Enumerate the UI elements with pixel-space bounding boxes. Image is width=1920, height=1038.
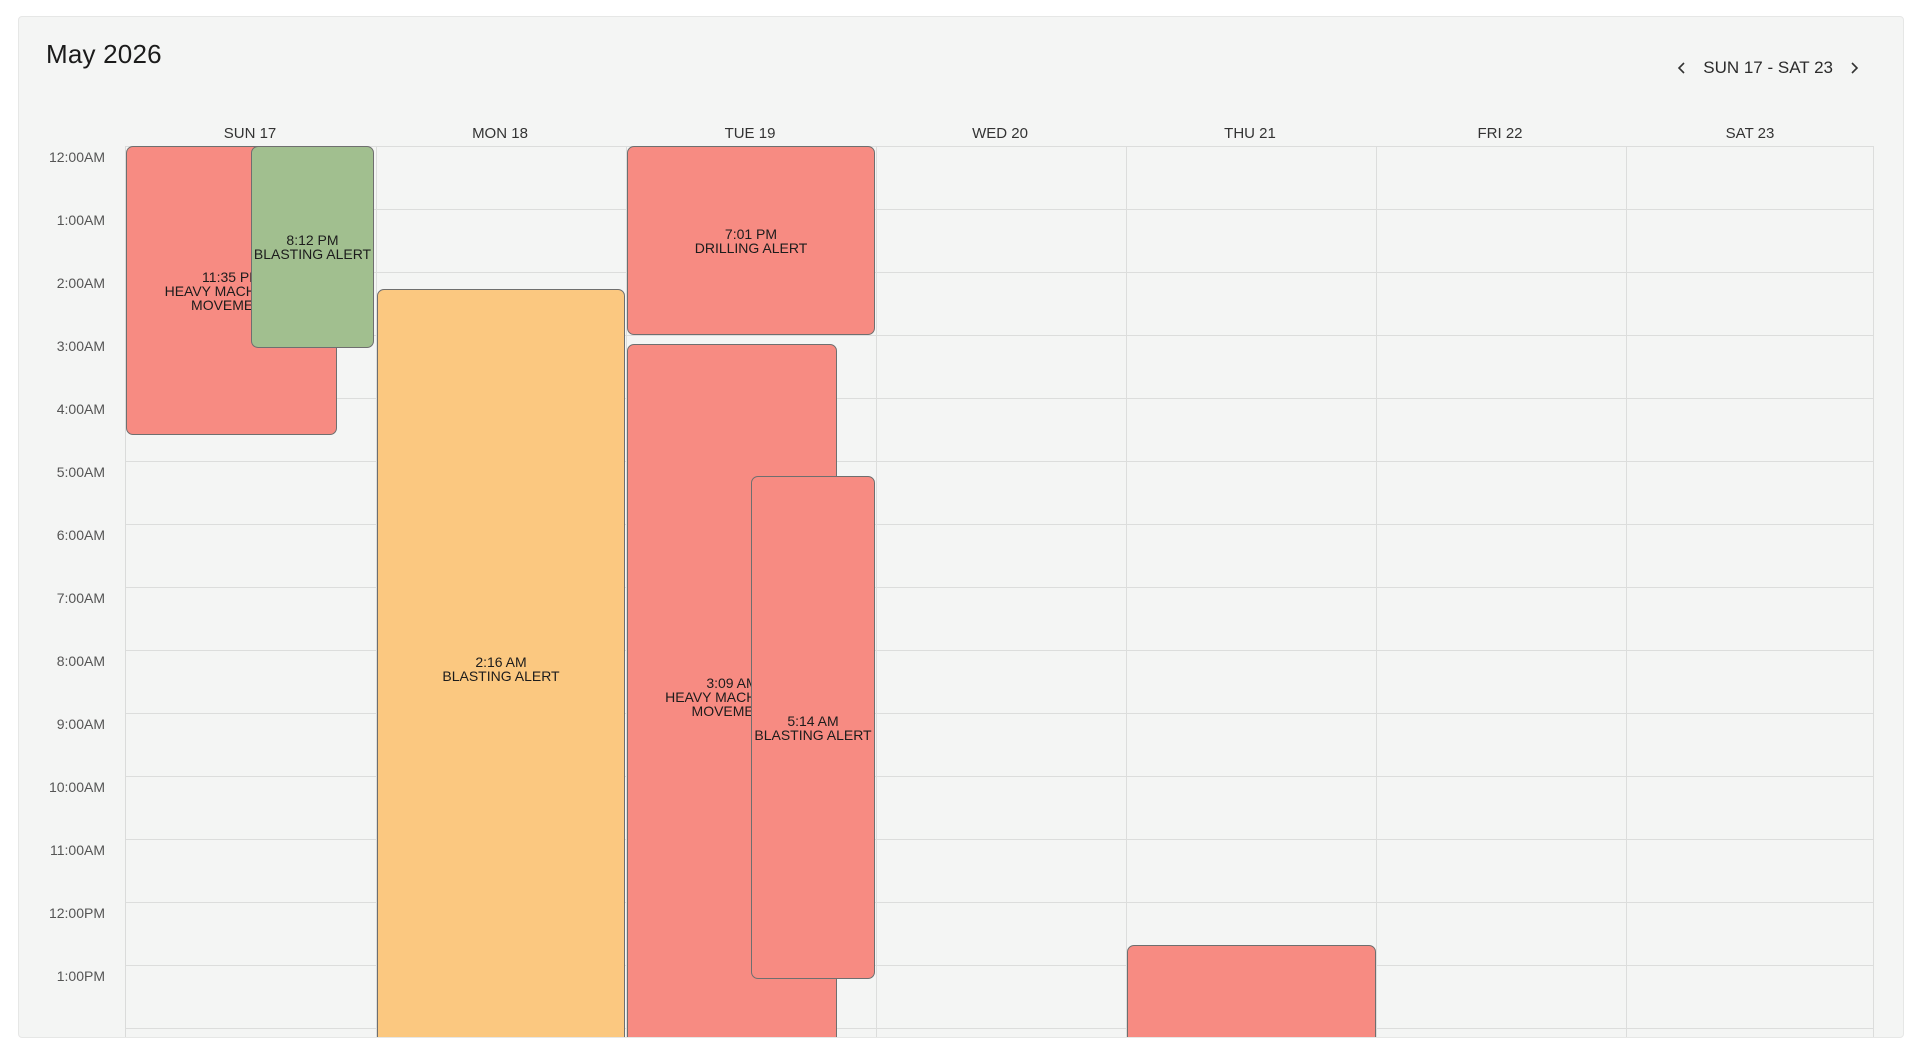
time-label: 6:00AM bbox=[56, 527, 105, 543]
event-time: 8:12 PM bbox=[286, 232, 339, 248]
hour-line bbox=[126, 587, 1874, 588]
week-grid[interactable]: 11:35 PM HEAVY MACHINERY MOVEMENT 8:12 P… bbox=[125, 146, 1874, 1037]
time-label: 7:00AM bbox=[56, 590, 105, 606]
week-range-label: SUN 17 - SAT 23 bbox=[1703, 58, 1833, 77]
event-blasting-alert-tue[interactable]: 5:14 AM BLASTING ALERT bbox=[751, 476, 875, 979]
time-label: 9:00AM bbox=[56, 716, 105, 732]
hour-line bbox=[126, 839, 1874, 840]
chevron-left-icon[interactable] bbox=[1669, 55, 1695, 81]
event-label: BLASTING ALERT bbox=[253, 246, 372, 262]
day-header-mon: MON 18 bbox=[472, 125, 528, 142]
time-label: 1:00AM bbox=[56, 212, 105, 228]
event-label: DRILLING ALERT bbox=[694, 239, 808, 256]
hour-line bbox=[126, 272, 1874, 273]
day-header-wed: WED 20 bbox=[972, 125, 1028, 142]
event-time: 7:01 PM bbox=[724, 225, 778, 242]
day-divider bbox=[626, 146, 627, 1037]
event-time: 2:16 AM bbox=[475, 654, 527, 670]
time-label: 4:00AM bbox=[56, 401, 105, 417]
hour-line bbox=[126, 965, 1874, 966]
time-label: 12:00AM bbox=[48, 149, 105, 165]
hour-line bbox=[126, 1028, 1874, 1029]
day-header-thu: THU 21 bbox=[1224, 125, 1276, 142]
hour-line bbox=[126, 776, 1874, 777]
time-label: 2:00AM bbox=[56, 275, 105, 291]
calendar-panel: May 2026 SUN 17 - SAT 23 SUN 17 MON 18 T… bbox=[18, 16, 1904, 1038]
time-label: 5:00AM bbox=[56, 464, 105, 480]
event-time: 3:09 AM bbox=[706, 674, 758, 691]
hour-line bbox=[126, 902, 1874, 903]
event-label: BLASTING ALERT bbox=[442, 668, 560, 684]
week-navigation: SUN 17 - SAT 23 bbox=[1669, 53, 1867, 83]
time-label: 8:00AM bbox=[56, 653, 105, 669]
hour-line bbox=[126, 146, 1874, 147]
hour-line bbox=[126, 335, 1874, 336]
time-label: 10:00AM bbox=[48, 779, 105, 795]
hour-line bbox=[126, 461, 1874, 462]
event-thu[interactable] bbox=[1127, 945, 1376, 1037]
event-blasting-alert-mon[interactable]: 2:16 AM BLASTING ALERT bbox=[377, 289, 625, 1037]
day-divider bbox=[876, 146, 877, 1037]
day-header-sun: SUN 17 bbox=[223, 125, 277, 142]
day-header-tue: TUE 19 bbox=[724, 125, 776, 142]
day-divider bbox=[1376, 146, 1377, 1037]
hour-line bbox=[126, 650, 1874, 651]
hour-line bbox=[126, 713, 1874, 714]
event-blasting-alert-sun[interactable]: 8:12 PM BLASTING ALERT bbox=[251, 146, 374, 348]
event-label: BLASTING ALERT bbox=[754, 726, 872, 743]
day-divider bbox=[1626, 146, 1627, 1037]
event-drilling-alert-tue[interactable]: 7:01 PM DRILLING ALERT bbox=[627, 146, 875, 335]
chevron-right-icon[interactable] bbox=[1841, 55, 1867, 81]
hour-line bbox=[126, 398, 1874, 399]
time-label: 3:00AM bbox=[56, 338, 105, 354]
day-divider bbox=[1126, 146, 1127, 1037]
day-divider bbox=[376, 146, 377, 1037]
time-label: 1:00PM bbox=[56, 968, 105, 984]
day-header-sat: SAT 23 bbox=[1725, 125, 1775, 142]
day-divider bbox=[1873, 146, 1874, 1037]
day-header-fri: FRI 22 bbox=[1477, 125, 1523, 142]
hour-line bbox=[126, 209, 1874, 210]
time-label: 11:00AM bbox=[50, 842, 105, 858]
month-title: May 2026 bbox=[46, 39, 162, 69]
time-label: 12:00PM bbox=[48, 905, 105, 921]
event-time: 5:14 AM bbox=[787, 712, 839, 729]
hour-line bbox=[126, 524, 1874, 525]
